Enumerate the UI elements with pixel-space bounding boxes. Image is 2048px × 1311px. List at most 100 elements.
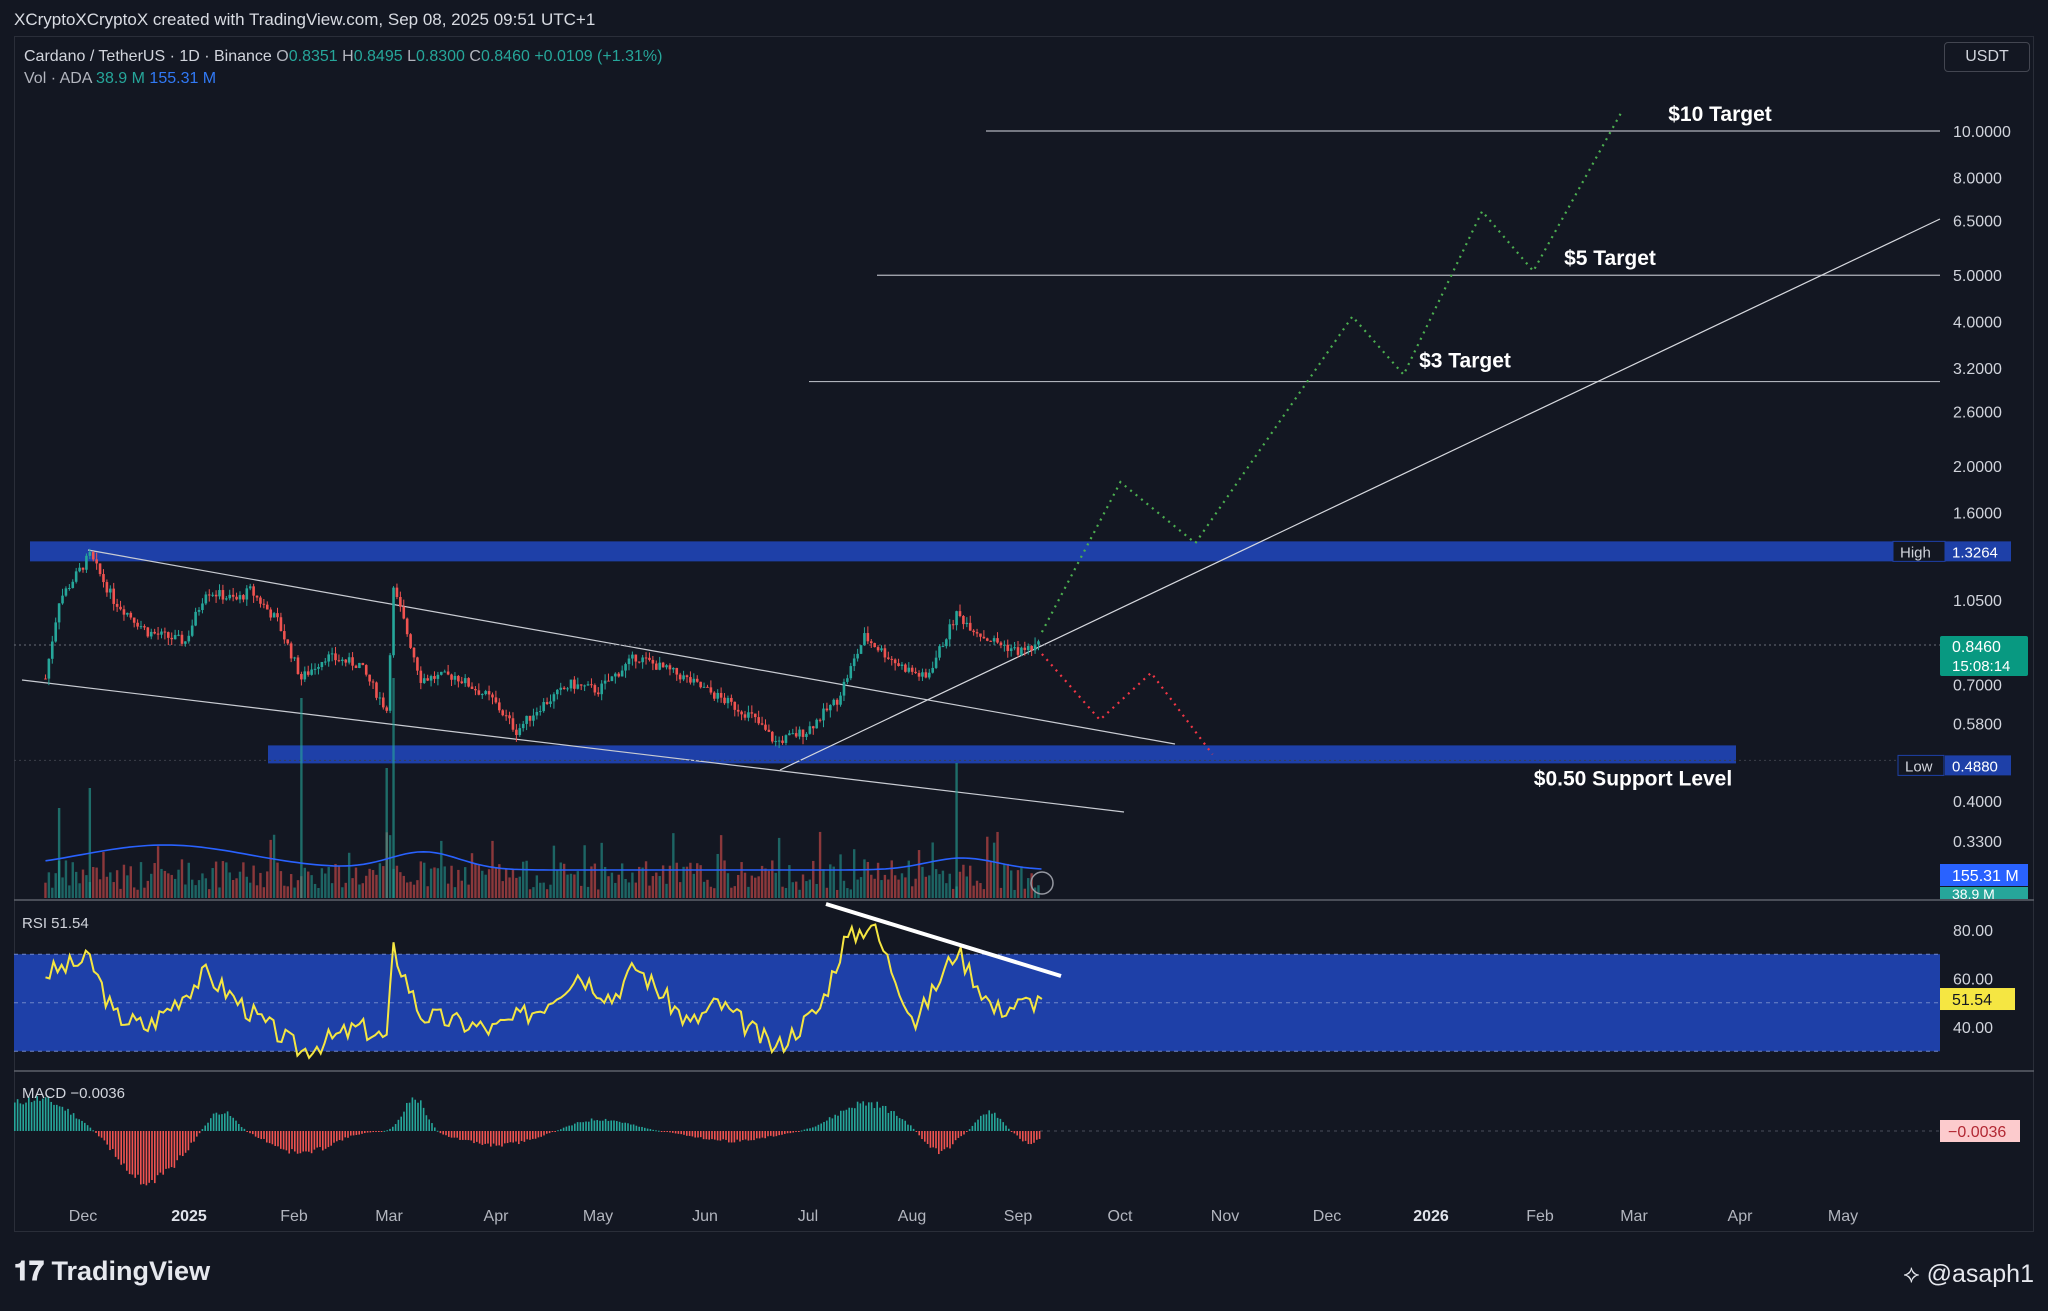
macd-bar <box>560 1129 562 1131</box>
volume-bar <box>777 837 781 898</box>
macd-bar <box>89 1127 92 1131</box>
time-axis-label: 2025 <box>171 1208 207 1225</box>
volume-bar <box>71 862 74 898</box>
candle-body <box>583 685 586 687</box>
macd-bar <box>574 1123 576 1131</box>
macd-bar <box>44 1097 47 1131</box>
macd-bar <box>411 1097 414 1131</box>
current-price-tag <box>1940 635 2028 676</box>
candle-body <box>78 567 81 572</box>
macd-bar <box>64 1110 66 1131</box>
candle-body <box>218 590 221 597</box>
macd-bar <box>658 1130 660 1132</box>
brand-name: TradingView <box>51 1256 211 1286</box>
macd-bar <box>445 1131 447 1136</box>
macd-bar <box>501 1131 503 1147</box>
volume-bar <box>293 887 296 898</box>
macd-bar <box>859 1103 862 1131</box>
candle-body <box>1006 644 1010 652</box>
candle-body <box>440 671 443 675</box>
volume-bar <box>648 885 651 898</box>
candle-body <box>460 681 464 684</box>
candle-body <box>757 717 760 724</box>
candle-body <box>962 616 965 625</box>
macd-bar <box>949 1131 951 1149</box>
rsi-value-tag <box>1940 988 2015 1011</box>
volume-bar <box>989 861 992 898</box>
volume-bar <box>487 869 491 898</box>
volume-bar <box>525 860 528 898</box>
volume-bar <box>460 880 463 898</box>
macd-bar <box>865 1105 867 1131</box>
candle-body <box>996 638 999 643</box>
macd-bar <box>898 1118 901 1131</box>
candle-body <box>1026 646 1030 650</box>
candle-body <box>1037 641 1040 645</box>
candle-body <box>508 715 511 719</box>
current-price-value: 0.8460 <box>1952 639 2001 656</box>
macd-bar <box>350 1131 352 1136</box>
macd-bar <box>957 1131 960 1138</box>
candle-body <box>330 653 334 655</box>
candle-body <box>890 658 894 660</box>
volume-bar <box>347 852 351 898</box>
volume-bar <box>269 839 272 898</box>
candle-body <box>743 714 747 718</box>
candle-body <box>883 648 887 658</box>
candle-body <box>388 655 392 711</box>
volume-bar <box>204 878 208 898</box>
macd-bar <box>800 1130 803 1132</box>
macd-bar <box>806 1128 808 1131</box>
volume-bar <box>218 887 221 898</box>
candle-body <box>576 684 580 689</box>
volume-title[interactable]: Vol · ADA <box>24 70 92 87</box>
currency-button[interactable]: USDT <box>1944 42 2030 72</box>
macd-bar <box>711 1131 713 1140</box>
time-axis-label: Apr <box>1728 1208 1754 1225</box>
candle-body <box>934 657 938 668</box>
macd-bar <box>1022 1131 1024 1142</box>
candle-body <box>607 680 610 682</box>
macd-bar <box>120 1131 122 1165</box>
macd-bar <box>128 1131 131 1175</box>
macd-bar <box>1033 1131 1035 1143</box>
candle-body <box>68 587 71 589</box>
volume-bar <box>846 888 849 898</box>
macd-bar <box>610 1120 612 1131</box>
volume-bar <box>941 870 945 898</box>
volume-bar <box>900 873 904 898</box>
macd-bar <box>778 1131 780 1136</box>
macd-bar <box>590 1118 593 1131</box>
volume-bar <box>825 887 829 898</box>
macd-bar <box>646 1128 649 1131</box>
volume-bar <box>924 876 928 898</box>
symbol-legend: Cardano / TetherUS · 1D · Binance O0.835… <box>24 46 662 90</box>
candle-body <box>341 659 344 661</box>
macd-bar <box>739 1131 741 1142</box>
volume-bar <box>668 865 672 898</box>
volume-bar <box>1009 870 1013 898</box>
macd-bar <box>602 1120 604 1131</box>
volume-bar <box>474 863 477 898</box>
candle-body <box>1003 644 1006 646</box>
volume-bar <box>105 876 109 898</box>
candle-body <box>272 613 276 618</box>
macd-bar <box>131 1131 134 1175</box>
symbol-title[interactable]: Cardano / TetherUS · 1D · Binance <box>24 48 272 65</box>
candle-body <box>303 671 307 680</box>
time-axis-label: Aug <box>898 1208 926 1225</box>
candle-body <box>989 640 993 642</box>
macd-bar <box>467 1131 470 1141</box>
macd-bar <box>450 1131 453 1138</box>
candle-body <box>538 711 542 713</box>
volume-bar <box>286 886 289 898</box>
candle-body <box>347 657 351 663</box>
tradingview-logo[interactable]: 𝟏𝟕 TradingView <box>14 1256 210 1288</box>
candle-body <box>869 641 873 644</box>
candle-body <box>747 712 750 718</box>
candle-body <box>644 657 648 659</box>
candle-body <box>631 654 634 659</box>
volume-bar <box>64 860 68 898</box>
volume-bar <box>160 868 163 898</box>
